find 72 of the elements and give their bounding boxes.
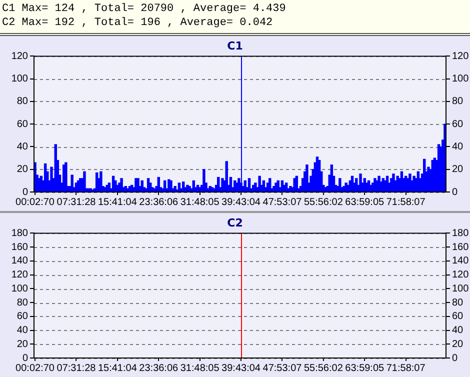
y2-tick-label: 0 — [452, 186, 458, 198]
chart-title: C2 — [227, 216, 243, 230]
y-tick-label: 140 — [11, 256, 28, 267]
bar — [293, 178, 296, 192]
y-tick-label: 80 — [16, 297, 28, 308]
y-tick-label: 60 — [16, 311, 28, 322]
chart-title: C1 — [227, 39, 243, 52]
y-tick-label: 120 — [11, 50, 28, 62]
y-tick-label: 100 — [11, 283, 28, 294]
bar — [83, 171, 86, 192]
y2-tick-label: 80 — [452, 96, 464, 108]
bar — [100, 171, 102, 192]
x-tick-label: 63:59:05 — [345, 362, 385, 374]
y-tick-label: 40 — [16, 325, 28, 336]
x-tick-label: 55:56:02 — [304, 362, 344, 374]
bar — [64, 162, 68, 192]
bar — [202, 169, 206, 192]
x-tick-label: 00:02:70 — [16, 196, 55, 208]
y-tick-label: 100 — [11, 74, 28, 85]
y-tick-label: 20 — [16, 164, 28, 176]
x-tick-label: 15:41:04 — [98, 196, 138, 208]
bar — [258, 176, 261, 192]
y2-tick-label: 180 — [452, 228, 470, 239]
y2-tick-label: 40 — [452, 141, 464, 152]
y2-tick-label: 20 — [452, 338, 464, 350]
y2-tick-label: 140 — [452, 256, 470, 267]
bar — [359, 174, 362, 192]
y2-tick-label: 0 — [452, 352, 458, 364]
y-tick-label: 120 — [11, 270, 28, 281]
y2-tick-label: 20 — [452, 164, 464, 176]
bar — [338, 178, 342, 192]
y-tick-label: 60 — [16, 118, 28, 130]
x-tick-label: 23:36:06 — [139, 362, 179, 374]
x-tick-label: 71:58:07 — [386, 362, 426, 374]
text: C1 Max= 124 , Total= 20790 , Average= 4.439 — [2, 2, 287, 16]
x-tick-label: 31:48:05 — [180, 362, 220, 374]
bar — [120, 178, 123, 192]
y-tick-label: 180 — [11, 228, 28, 239]
y2-tick-label: 100 — [452, 74, 470, 85]
y-tick-label: 40 — [16, 141, 28, 152]
x-tick-label: 71:58:07 — [386, 196, 426, 208]
x-tick-label: 23:36:06 — [139, 196, 179, 208]
bar — [306, 164, 308, 192]
x-tick-label: 63:59:05 — [345, 196, 385, 208]
x-tick-label: 31:48:05 — [180, 196, 220, 208]
y2-tick-label: 60 — [452, 311, 464, 322]
y2-tick-label: 80 — [452, 297, 464, 308]
y-tick-label: 0 — [22, 186, 28, 198]
text: C2 Max= 192 , Total= 196 , Average= 0.042 — [2, 16, 274, 30]
x-tick-label: 47:53:07 — [262, 196, 302, 208]
y-tick-label: 0 — [22, 352, 28, 364]
y2-tick-label: 60 — [452, 118, 464, 130]
x-tick-label: 07:31:28 — [56, 196, 96, 208]
bar — [378, 176, 380, 192]
y-tick-label: 160 — [11, 242, 28, 253]
y2-tick-label: 40 — [452, 325, 464, 336]
y-tick-label: 20 — [16, 338, 28, 350]
y2-tick-label: 120 — [452, 270, 470, 281]
y-tick-label: 80 — [16, 96, 28, 108]
bar — [274, 182, 278, 192]
x-tick-label: 07:31:28 — [56, 362, 96, 374]
y2-tick-label: 120 — [452, 50, 470, 62]
x-tick-label: 39:43:04 — [222, 362, 261, 374]
y2-tick-label: 100 — [452, 283, 470, 294]
y2-tick-label: 160 — [452, 242, 470, 253]
x-tick-label: 15:41:04 — [98, 362, 138, 374]
bar — [412, 176, 416, 192]
x-tick-label: 47:53:07 — [262, 362, 302, 374]
x-tick-label: 55:56:02 — [304, 196, 344, 208]
x-tick-label: 39:43:04 — [222, 196, 261, 208]
bar — [396, 176, 399, 192]
x-tick-label: 00:02:70 — [16, 362, 55, 374]
